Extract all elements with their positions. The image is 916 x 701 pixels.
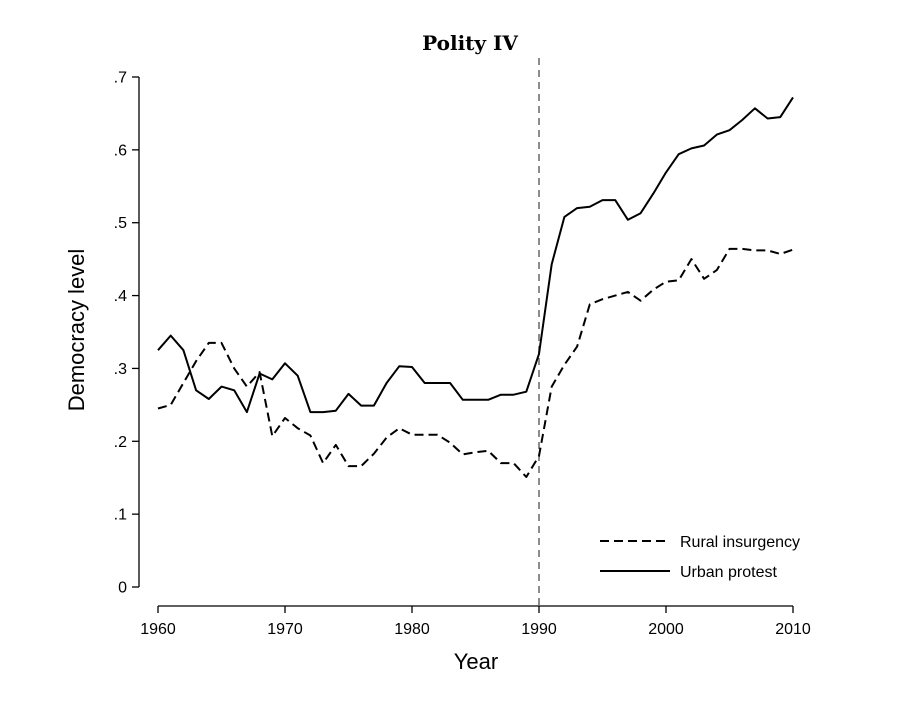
y-tick-label: .2 <box>114 434 127 451</box>
y-axis-label: Democracy level <box>64 249 89 412</box>
y-tick-label: .1 <box>114 507 127 524</box>
y-tick-label: .7 <box>114 70 127 87</box>
y-tick-label: .3 <box>114 361 127 378</box>
y-tick-label: .6 <box>114 142 127 159</box>
y-tick-label: .5 <box>114 215 127 232</box>
x-tick-label: 1990 <box>521 621 557 638</box>
chart-title: Polity IV <box>422 31 518 55</box>
legend: Rural insurgency Urban protest <box>600 534 800 581</box>
y-tick-label: 0 <box>118 580 127 597</box>
x-axis-label: Year <box>454 649 498 674</box>
x-tick-label: 2010 <box>775 621 811 638</box>
legend-label: Urban protest <box>680 564 777 581</box>
legend-label: Rural insurgency <box>680 534 800 551</box>
x-tick-label: 1980 <box>394 621 430 638</box>
y-tick-label: .4 <box>114 288 127 305</box>
series-group <box>157 96 794 478</box>
series-line-urban-protest <box>157 96 794 414</box>
x-tick-label: 1970 <box>267 621 303 638</box>
x-tick-label: 1960 <box>140 621 176 638</box>
axes: 0 .1 .2 .3 .4 .5 .6 .7 1960 1970 1980 1990 2000 2010 <box>114 70 811 639</box>
x-tick-label: 2000 <box>648 621 684 638</box>
series-line-rural-insurgency <box>157 247 794 478</box>
